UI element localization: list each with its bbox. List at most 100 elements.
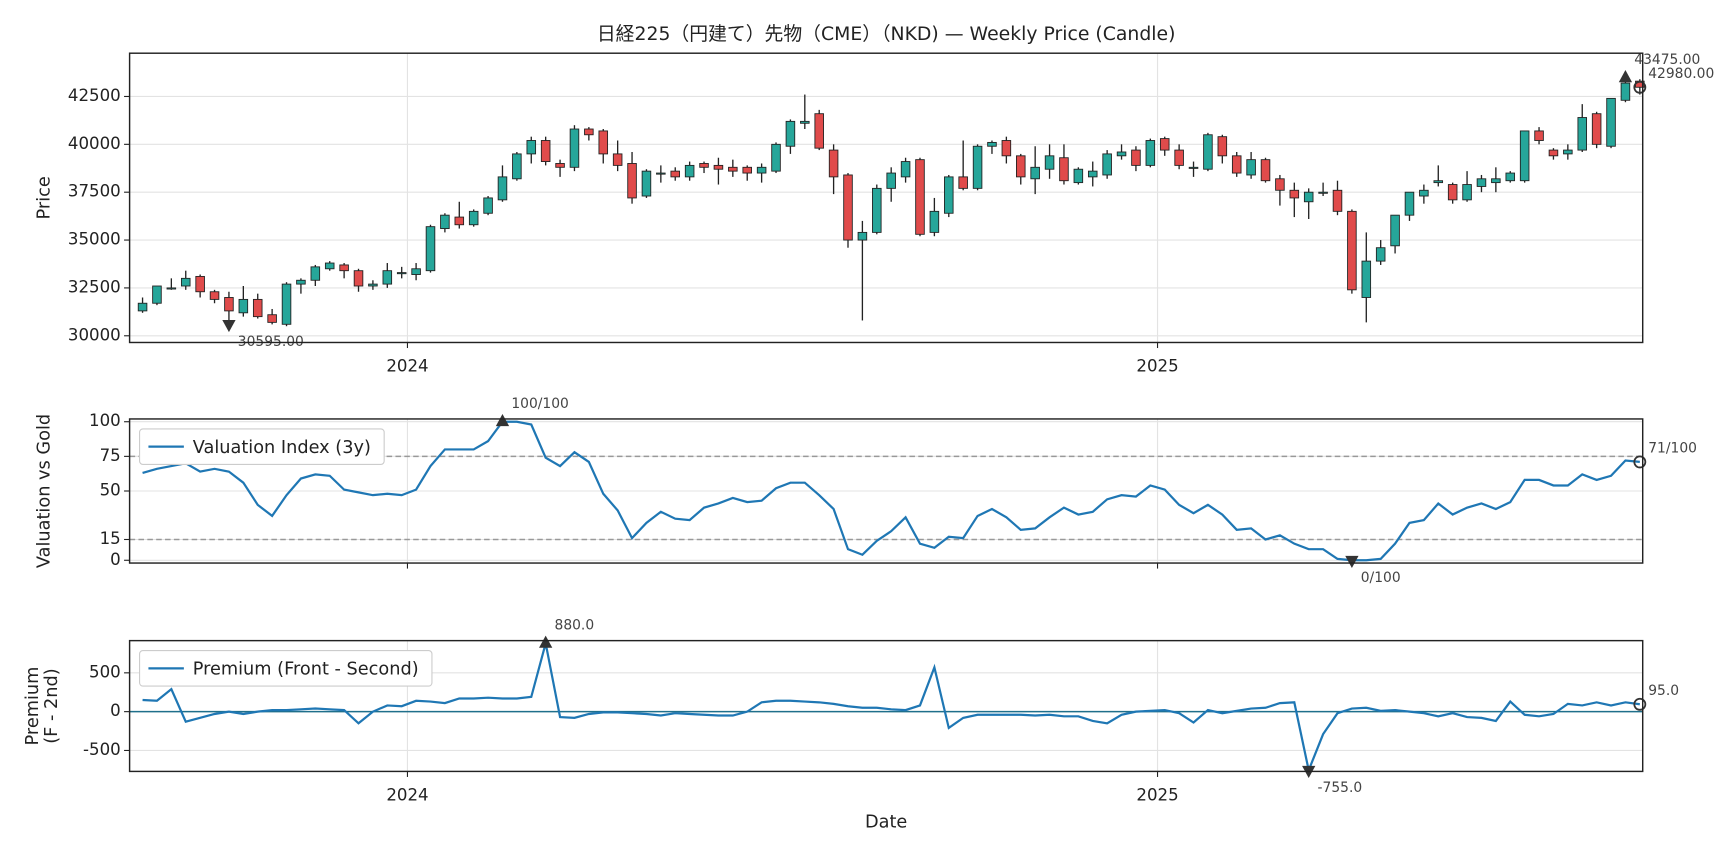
max-marker [495,413,510,427]
x-axis-label: Date [865,812,907,832]
candle-body [987,141,997,147]
y-tick-label: 32500 [68,277,121,296]
candle-body [972,145,983,189]
candle-body [656,172,666,175]
candle-body [684,164,695,178]
candle-body [454,216,465,226]
line-series [142,420,1640,562]
candle-body [1001,140,1012,157]
y-tick-label: 42500 [68,86,121,105]
candle-body [324,262,335,270]
candle-body [670,170,681,178]
annotation-label: 880.0 [555,618,595,634]
candle-body [958,176,968,189]
candle-body [1476,178,1487,187]
candle-body [828,149,839,178]
candle-body [396,272,407,275]
candle-body [1030,166,1040,180]
candle-body [1591,113,1602,145]
plot-frame [128,418,1644,564]
candle-body [944,176,954,214]
annotation-label: 42980.00 [1648,66,1714,82]
annotation-label: 43475.00 [1634,52,1700,68]
candle-body [1246,159,1256,176]
x-tick-label: 2024 [386,356,428,375]
candle-body [742,166,752,174]
legend-label: Valuation Index (3y) [193,438,371,458]
chart-title: 日経225（円建て）先物（CME）（NKD) — Weekly Price (C… [597,23,1176,45]
y-tick-label: -500 [83,740,121,759]
candle-body [310,266,321,281]
candle-body [382,270,393,285]
candle-body [555,163,565,168]
candle-body [252,298,263,318]
candle-body [512,153,522,180]
candle-body [641,170,652,197]
candle-body [1087,170,1098,178]
candle-body [915,159,925,235]
max-marker [539,635,553,648]
last-marker [1633,80,1647,94]
candle-body [180,277,191,287]
candle-body [785,120,796,147]
candle-body [137,302,148,312]
candle-body [1016,155,1026,178]
y-tick-label: 100 [89,411,121,430]
candle-body [353,270,364,287]
candle-body [540,140,551,163]
candle-body [771,143,781,172]
y-tick-label: 30000 [68,325,121,344]
candle-body [1519,130,1530,182]
candle-body [281,283,292,325]
annotation-label: 0/100 [1361,570,1401,586]
candle-body [1102,153,1112,176]
candle-body [425,226,436,272]
candle-body [728,166,738,172]
candle-body [569,128,580,168]
candle-body [1433,180,1444,184]
candle-body [1073,168,1084,184]
y-axis-label: Premium [23,667,43,746]
candle-body [1275,178,1285,191]
line-series [142,643,1640,775]
legend: Valuation Index (3y) [139,428,385,465]
candle-body [1188,166,1199,169]
candle-body [1059,157,1069,182]
candle-body [1231,155,1242,174]
candle-body [1577,117,1588,151]
y-axis-label: Valuation vs Gold [34,414,54,568]
candle-body [368,283,378,287]
candle-body [699,163,709,168]
candle-body [1303,191,1314,203]
min-marker [1345,555,1359,569]
candle-body [713,164,724,170]
candle-body [1419,189,1429,197]
candle-body [1318,191,1328,194]
candle-body [1347,210,1357,291]
candle-body [1390,214,1400,247]
annotation-label: 95.0 [1648,683,1679,699]
candle-body [1217,136,1228,157]
candle-body [1159,138,1170,151]
last-marker [1633,697,1647,711]
candle-body [1332,189,1343,212]
candle-body [929,210,940,233]
candle-body [1145,140,1156,166]
y-tick-label: 0 [110,701,121,720]
candle-body [1563,149,1573,155]
x-tick-label: 2025 [1136,356,1178,375]
candle-body [1131,149,1141,166]
candle-body [843,174,853,241]
legend: Premium (Front - Second) [139,650,433,687]
x-tick-label: 2024 [386,785,428,804]
candle-body [497,176,508,201]
y-axis-label: Price [34,176,54,219]
candle-body [1505,172,1516,182]
legend-label: Premium (Front - Second) [193,659,419,679]
candle-body [296,279,306,285]
candle-body [526,140,537,155]
candle-body [800,120,810,124]
last-marker [1633,455,1647,469]
